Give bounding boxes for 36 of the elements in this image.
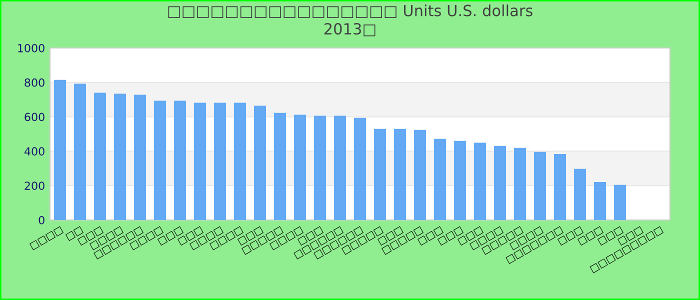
bar <box>134 94 146 220</box>
bar <box>294 114 306 220</box>
bar <box>274 112 286 220</box>
bar <box>534 152 546 220</box>
bar <box>354 118 366 220</box>
y-tick-label: 0 <box>38 216 44 224</box>
y-tick-label: 1000 <box>18 44 44 52</box>
bar <box>554 154 566 220</box>
bar <box>54 80 66 220</box>
bar <box>474 142 486 220</box>
bar <box>334 116 346 220</box>
bar <box>394 128 406 220</box>
y-tick-label: 200 <box>24 182 44 190</box>
bar <box>314 116 326 220</box>
bar <box>574 168 586 220</box>
bar <box>214 102 226 220</box>
bar <box>514 148 526 220</box>
bar <box>114 94 126 220</box>
y-tick-label: 600 <box>24 112 44 122</box>
bar <box>94 92 106 220</box>
bar <box>414 130 426 220</box>
bar <box>594 182 606 220</box>
chart-title: □□□□□□□□□□□□□□□□ Units U.S. dollars 2013□ <box>168 4 532 36</box>
bar <box>74 84 86 220</box>
bar <box>254 106 266 220</box>
bar <box>434 138 446 220</box>
bar <box>494 146 506 220</box>
y-tick-label: 800 <box>24 78 44 87</box>
bar <box>154 100 166 220</box>
bar <box>374 128 386 220</box>
bar <box>454 140 466 220</box>
bar <box>194 102 206 220</box>
y-tick-label: 400 <box>24 147 44 156</box>
bar <box>614 184 626 220</box>
bar <box>234 102 246 220</box>
bar <box>174 100 186 220</box>
